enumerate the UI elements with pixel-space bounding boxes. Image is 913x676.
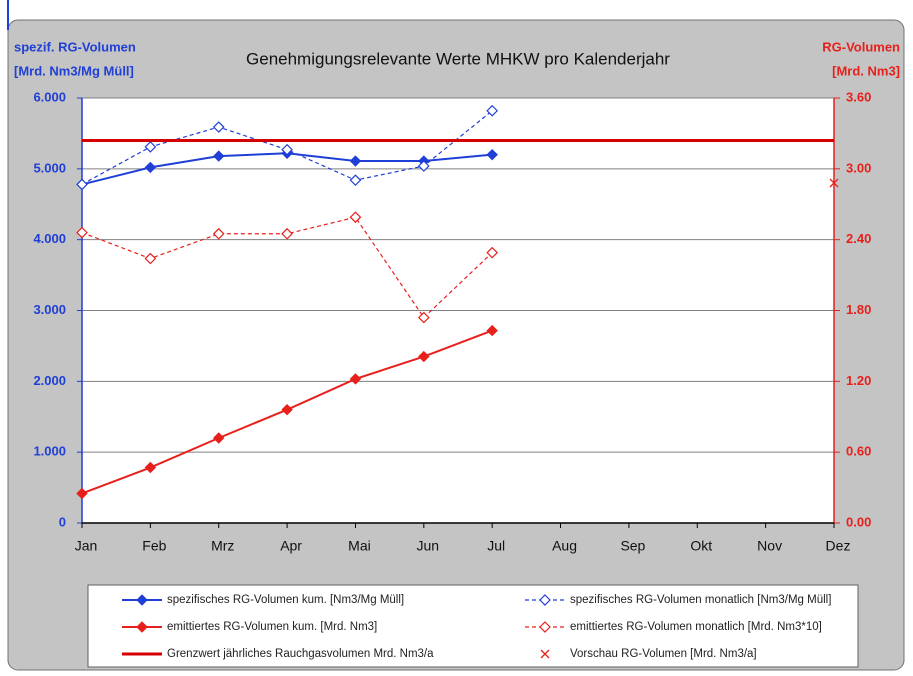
x-tick-label: Jun xyxy=(417,538,440,554)
y2-tick-label: 1.80 xyxy=(846,302,871,317)
y2-tick-label: 3.00 xyxy=(846,160,871,175)
marker xyxy=(349,155,362,167)
y2-axis-label: [Mrd. Nm3] xyxy=(832,63,900,78)
y2-tick-label: 0.60 xyxy=(846,444,871,459)
marker xyxy=(76,178,88,191)
legend-label: emittiertes RG-Volumen monatlich [Mrd. N… xyxy=(570,621,822,633)
y-tick-label: 5.000 xyxy=(33,160,66,175)
x-tick-label: Mai xyxy=(348,538,371,554)
legend-label: spezifisches RG-Volumen kum. [Nm3/Mg Mül… xyxy=(167,594,404,606)
marker xyxy=(76,226,88,239)
marker xyxy=(213,150,225,162)
y-tick-label: 6.000 xyxy=(33,89,66,104)
marker xyxy=(281,403,293,416)
marker xyxy=(540,649,550,659)
marker xyxy=(212,121,225,133)
x-tick-label: Okt xyxy=(690,538,712,554)
y2-axis-label: RG-Volumen xyxy=(822,39,900,54)
marker xyxy=(213,432,225,444)
legend-label: spezifisches RG-Volumen monatlich [Nm3/M… xyxy=(570,594,831,606)
marker xyxy=(281,227,293,240)
y2-tick-label: 2.40 xyxy=(846,231,871,246)
y-axis-label: spezif. RG-Volumen xyxy=(14,39,136,54)
x-tick-label: Jul xyxy=(487,538,505,554)
marker xyxy=(144,252,157,265)
x-tick-label: Sep xyxy=(620,538,645,554)
legend-box xyxy=(87,584,859,668)
legend-label: Grenzwert jährliches Rauchgasvolumen Mrd… xyxy=(167,648,434,660)
marker xyxy=(539,621,551,633)
marker xyxy=(76,487,88,500)
legend-label: Vorschau RG-Volumen [Mrd. Nm3/a] xyxy=(570,648,757,660)
marker xyxy=(417,160,430,172)
y-tick-label: 2.000 xyxy=(33,373,66,388)
marker xyxy=(486,104,499,117)
x-tick-label: Aug xyxy=(552,538,577,554)
x-tick-label: Jan xyxy=(75,538,98,554)
marker xyxy=(349,211,362,224)
marker xyxy=(349,174,362,187)
marker xyxy=(417,311,430,324)
marker xyxy=(212,227,225,240)
marker xyxy=(486,148,498,161)
marker xyxy=(486,324,498,337)
marker xyxy=(136,594,148,606)
y2-tick-label: 1.20 xyxy=(846,373,871,388)
marker xyxy=(144,461,157,474)
y-tick-label: 0 xyxy=(59,514,66,529)
chart-title: Genehmigungsrelevante Werte MHKW pro Kal… xyxy=(246,49,670,68)
y-tick-label: 3.000 xyxy=(33,302,66,317)
x-tick-label: Apr xyxy=(280,538,302,554)
marker xyxy=(829,178,839,188)
x-tick-label: Dez xyxy=(826,538,851,554)
y-tick-label: 4.000 xyxy=(33,231,66,246)
marker xyxy=(136,621,148,633)
x-tick-label: Nov xyxy=(757,538,782,554)
legend-label: emittiertes RG-Volumen kum. [Mrd. Nm3] xyxy=(167,621,377,633)
x-tick-label: Feb xyxy=(142,538,166,554)
marker xyxy=(144,161,157,174)
y2-tick-label: 0.00 xyxy=(846,514,871,529)
marker xyxy=(539,594,551,606)
marker xyxy=(144,141,157,153)
marker xyxy=(349,373,362,385)
y-axis-label: [Mrd. Nm3/Mg Müll] xyxy=(14,63,134,78)
marker xyxy=(486,246,499,259)
marker xyxy=(418,350,430,363)
y-tick-label: 1.000 xyxy=(33,444,66,459)
x-tick-label: Mrz xyxy=(211,538,234,554)
marker xyxy=(281,143,293,156)
y2-tick-label: 3.60 xyxy=(846,89,871,104)
